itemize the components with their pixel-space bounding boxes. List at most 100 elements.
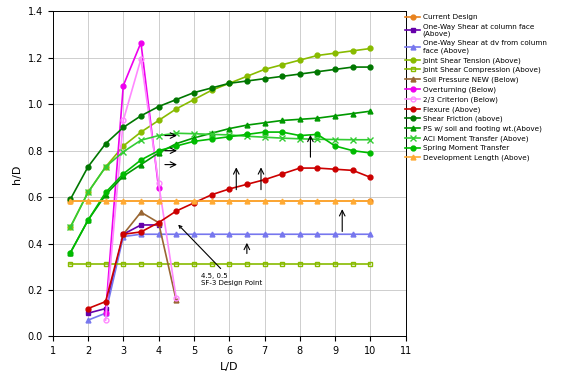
One-Way Shear at dv from column
face (Above) — [226, 232, 233, 237]
ACI Moment Transfer (Above) — [208, 132, 215, 137]
One-Way Shear at dv from column
face (Above) — [332, 232, 339, 237]
Joint Shear Tension (Above) — [208, 88, 215, 93]
Joint Shear Tension (Above) — [155, 118, 162, 123]
ACI Moment Transfer (Above) — [155, 133, 162, 138]
Joint Shear Compression (Above) — [332, 262, 339, 267]
Shear Friction (above) — [208, 86, 215, 90]
Shear Friction (above) — [155, 104, 162, 109]
ACI Moment Transfer (Above) — [190, 132, 197, 136]
Joint Shear Compression (Above) — [278, 262, 285, 267]
PS w/ soil and footing wt.(Above) — [173, 141, 180, 146]
Joint Shear Tension (Above) — [261, 67, 268, 72]
Development Length (Above) — [367, 198, 374, 203]
Flexure (Above) — [367, 175, 374, 180]
One-Way Shear at dv from column
face (Above) — [297, 232, 304, 237]
ACI Moment Transfer (Above) — [84, 190, 91, 195]
Development Length (Above) — [137, 198, 144, 203]
ACI Moment Transfer (Above) — [102, 165, 109, 169]
Joint Shear Tension (Above) — [297, 58, 304, 62]
Spring Moment Transfer — [137, 158, 144, 162]
ACI Moment Transfer (Above) — [173, 131, 180, 136]
Joint Shear Tension (Above) — [84, 190, 91, 195]
Shear Friction (above) — [173, 97, 180, 102]
PS w/ soil and footing wt.(Above) — [243, 123, 250, 127]
ACI Moment Transfer (Above) — [243, 134, 250, 138]
Line: Shear Friction (above): Shear Friction (above) — [68, 65, 373, 202]
Development Length (Above) — [208, 198, 215, 203]
Text: 4.5, 0.5
SF-3 Design Point: 4.5, 0.5 SF-3 Design Point — [179, 226, 262, 287]
Flexure (Above) — [349, 168, 356, 173]
PS w/ soil and footing wt.(Above) — [367, 109, 374, 113]
PS w/ soil and footing wt.(Above) — [155, 151, 162, 155]
Shear Friction (above) — [261, 76, 268, 81]
Joint Shear Compression (Above) — [190, 262, 197, 267]
Spring Moment Transfer — [173, 144, 180, 148]
ACI Moment Transfer (Above) — [120, 150, 127, 154]
Y-axis label: h/D: h/D — [12, 164, 22, 184]
Joint Shear Tension (Above) — [137, 130, 144, 134]
PS w/ soil and footing wt.(Above) — [297, 117, 304, 122]
Overturning (Below) — [102, 311, 109, 316]
PS w/ soil and footing wt.(Above) — [226, 126, 233, 131]
Spring Moment Transfer — [84, 218, 91, 223]
Spring Moment Transfer — [67, 251, 74, 255]
Shear Friction (above) — [84, 165, 91, 169]
One-Way Shear at dv from column
face (Above) — [349, 232, 356, 237]
2/3 Criterion (Below) — [173, 296, 180, 301]
Joint Shear Tension (Above) — [349, 48, 356, 53]
ACI Moment Transfer (Above) — [261, 135, 268, 139]
Development Length (Above) — [226, 198, 233, 203]
2/3 Criterion (Below) — [120, 118, 127, 123]
PS w/ soil and footing wt.(Above) — [278, 118, 285, 123]
Spring Moment Transfer — [208, 137, 215, 141]
ACI Moment Transfer (Above) — [332, 137, 339, 142]
Development Length (Above) — [102, 198, 109, 203]
PS w/ soil and footing wt.(Above) — [67, 251, 74, 255]
Shear Friction (above) — [226, 81, 233, 85]
ACI Moment Transfer (Above) — [226, 133, 233, 137]
Development Length (Above) — [349, 198, 356, 203]
Spring Moment Transfer — [278, 130, 285, 134]
One-Way Shear at dv from column
face (Above) — [155, 232, 162, 237]
One-Way Shear at dv from column
face (Above) — [278, 232, 285, 237]
One-Way Shear at dv from column
face (Above) — [208, 232, 215, 237]
Joint Shear Tension (Above) — [243, 74, 250, 79]
ACI Moment Transfer (Above) — [278, 136, 285, 140]
Development Length (Above) — [120, 198, 127, 203]
ACI Moment Transfer (Above) — [314, 137, 321, 141]
One-Way Shear at dv from column
face (Above) — [314, 232, 321, 237]
PS w/ soil and footing wt.(Above) — [332, 113, 339, 118]
PS w/ soil and footing wt.(Above) — [349, 111, 356, 116]
Joint Shear Compression (Above) — [137, 262, 144, 267]
One-Way Shear at dv from column
face (Above) — [367, 232, 374, 237]
2/3 Criterion (Below) — [102, 318, 109, 322]
Spring Moment Transfer — [367, 151, 374, 155]
Overturning (Below) — [120, 84, 127, 88]
ACI Moment Transfer (Above) — [67, 225, 74, 229]
PS w/ soil and footing wt.(Above) — [261, 121, 268, 125]
Shear Friction (above) — [314, 70, 321, 74]
One-Way Shear at dv from column
face (Above) — [102, 311, 109, 316]
Line: PS w/ soil and footing wt.(Above): PS w/ soil and footing wt.(Above) — [68, 109, 373, 255]
One-Way Shear at column face
(Above) — [84, 311, 91, 316]
Joint Shear Compression (Above) — [102, 262, 109, 267]
Flexure (Above) — [278, 172, 285, 176]
Joint Shear Compression (Above) — [243, 262, 250, 267]
Line: ACI Moment Transfer (Above): ACI Moment Transfer (Above) — [67, 130, 373, 230]
Joint Shear Tension (Above) — [314, 53, 321, 58]
Development Length (Above) — [243, 198, 250, 203]
Development Length (Above) — [84, 198, 91, 203]
Joint Shear Tension (Above) — [120, 144, 127, 148]
Joint Shear Compression (Above) — [349, 262, 356, 267]
Joint Shear Tension (Above) — [367, 46, 374, 51]
One-Way Shear at column face
(Above) — [155, 223, 162, 227]
Shear Friction (above) — [332, 67, 339, 72]
Development Length (Above) — [67, 198, 74, 203]
X-axis label: L/D: L/D — [220, 362, 239, 372]
Shear Friction (above) — [102, 141, 109, 146]
Flexure (Above) — [332, 167, 339, 172]
PS w/ soil and footing wt.(Above) — [120, 174, 127, 178]
Joint Shear Compression (Above) — [173, 262, 180, 267]
One-Way Shear at dv from column
face (Above) — [120, 234, 127, 239]
Shear Friction (above) — [190, 90, 197, 95]
